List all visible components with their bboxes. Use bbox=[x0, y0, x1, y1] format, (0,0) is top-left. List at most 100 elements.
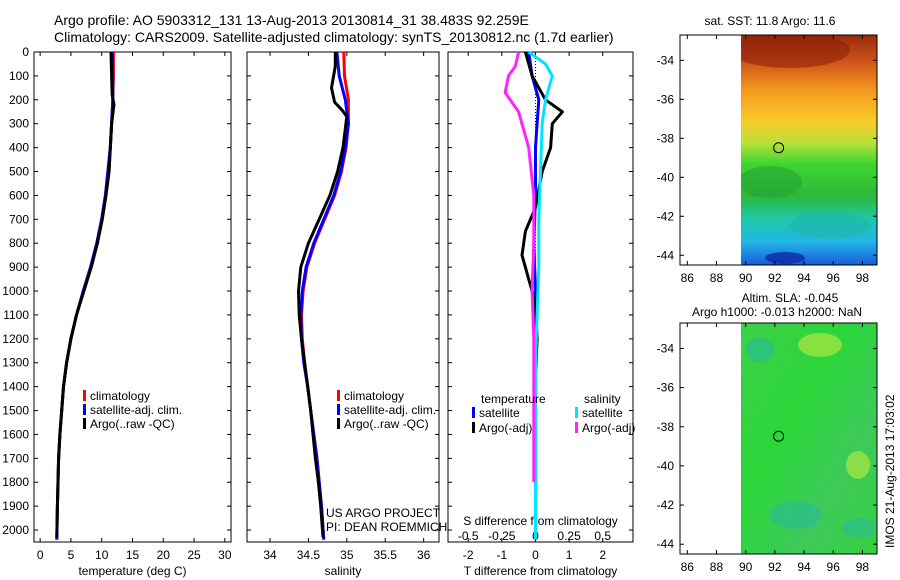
legend-swatch bbox=[337, 404, 340, 415]
panel-frame bbox=[33, 51, 232, 543]
map-y-tick-label: -36 bbox=[657, 92, 675, 106]
series-line-1 bbox=[55, 51, 115, 540]
x-tick-label: 1 bbox=[566, 548, 573, 562]
profile-panels: 0100200300400500600700800900100011001200… bbox=[2, 45, 635, 578]
x-tick-label: 30 bbox=[218, 548, 232, 562]
x-tick-label: 20 bbox=[157, 548, 171, 562]
legend-label: Argo(-adj) bbox=[479, 421, 532, 435]
sst-map-axes: 86 88 90 92 94 96 98 -34 -36 -38 -40 -42 -44 bbox=[657, 34, 878, 285]
top-tick-label: 0.25 bbox=[557, 529, 581, 543]
x-axis-label: salinity bbox=[325, 564, 362, 578]
x-axis-label: temperature (deg C) bbox=[78, 564, 186, 578]
legend-swatch bbox=[337, 418, 340, 429]
x-tick-label: 10 bbox=[95, 548, 109, 562]
sla-teal-patch bbox=[746, 338, 774, 362]
map-y-tick-label: -44 bbox=[657, 248, 675, 262]
profile-panel-2: -2 -1 0 1 2 T difference from climatology S di… bbox=[447, 50, 635, 578]
y-tick-label: 800 bbox=[9, 236, 29, 250]
y-tick-label: 700 bbox=[9, 212, 29, 226]
map-y-tick-label: -40 bbox=[657, 459, 675, 473]
x-tick-label: 0 bbox=[37, 548, 44, 562]
y-tick-label: 1400 bbox=[2, 380, 29, 394]
sst-map-title: sat. SST: 11.8 Argo: 11.6 bbox=[705, 14, 836, 28]
sla-teal-patch-3 bbox=[842, 518, 877, 538]
sla-teal-patch-2 bbox=[769, 501, 821, 529]
map-x-tick-label: 92 bbox=[768, 560, 782, 574]
x-tick-label: 15 bbox=[126, 548, 140, 562]
sst-cool-patch bbox=[741, 166, 802, 198]
y-tick-label: 1100 bbox=[3, 308, 29, 322]
map-x-tick-label: 96 bbox=[827, 271, 841, 285]
x-tick-label: 25 bbox=[187, 548, 201, 562]
map-x-tick-label: 96 bbox=[827, 560, 841, 574]
map-y-tick-label: -36 bbox=[657, 381, 675, 395]
header-title: Argo profile: AO 5903312_131 13-Aug-2013… bbox=[54, 12, 529, 28]
map-y-tick-label: -42 bbox=[657, 209, 675, 223]
top-tick-label: -0.25 bbox=[488, 529, 516, 543]
legend-swatch bbox=[575, 422, 578, 433]
top-axis-label: S difference from climatology bbox=[463, 514, 618, 528]
legend-label: Argo(-adj) bbox=[582, 421, 635, 435]
sla-map-title: Altim. SLA: -0.045 bbox=[742, 291, 839, 305]
series-line-3 bbox=[503, 51, 536, 483]
series-line-0 bbox=[300, 51, 350, 540]
y-tick-label: 1700 bbox=[2, 451, 29, 465]
legend-swatch bbox=[83, 404, 86, 415]
x-tick-label: 2 bbox=[599, 548, 606, 562]
top-tick-label: 0.5 bbox=[594, 529, 611, 543]
map-y-tick-label: -40 bbox=[657, 170, 675, 184]
panel-frame bbox=[246, 51, 440, 543]
x-tick-label: 0 bbox=[532, 548, 539, 562]
legend-label: satellite-adj. clim. bbox=[90, 403, 182, 417]
y-tick-label: 600 bbox=[9, 188, 29, 202]
sla-map: Altim. SLA: -0.045 Argo h1000: -0.013 h2… bbox=[657, 291, 878, 574]
y-tick-label: 900 bbox=[9, 260, 29, 274]
series-line-1 bbox=[299, 51, 350, 540]
map-y-tick-label: -38 bbox=[657, 420, 675, 434]
x-tick-label: 35.5 bbox=[374, 548, 398, 562]
legend-swatch bbox=[83, 418, 86, 429]
y-tick-label: 300 bbox=[9, 117, 29, 131]
panel-frame bbox=[447, 51, 634, 543]
y-tick-label: 1200 bbox=[2, 332, 29, 346]
map-x-tick-label: 94 bbox=[797, 271, 811, 285]
series-line-1 bbox=[520, 51, 564, 375]
legend-label: climatology bbox=[90, 389, 150, 403]
sst-blue-patch bbox=[765, 252, 805, 264]
sst-map: sat. SST: 11.8 Argo: 11.6 86 88 90 92 94 96 98… bbox=[657, 14, 878, 285]
map-x-tick-label: 86 bbox=[681, 271, 695, 285]
map-y-tick-label: -38 bbox=[657, 131, 675, 145]
legend-label: satellite bbox=[479, 406, 520, 420]
sst-warm-patch bbox=[741, 35, 850, 68]
y-tick-label: 200 bbox=[9, 93, 29, 107]
legend-swatch bbox=[472, 422, 475, 433]
legend-label: Argo(..raw -QC) bbox=[90, 417, 175, 431]
legend-swatch bbox=[472, 407, 475, 418]
legend-header: temperature bbox=[481, 392, 546, 406]
x-tick-label: 36 bbox=[417, 548, 431, 562]
map-x-tick-label: 86 bbox=[681, 560, 695, 574]
imos-stamp: IMOS 21-Aug-2013 17:03:02 bbox=[883, 394, 897, 548]
series-line-2 bbox=[297, 52, 349, 538]
y-tick-label: 100 bbox=[9, 69, 29, 83]
map-y-tick-label: -34 bbox=[657, 341, 675, 355]
series-line-2 bbox=[527, 50, 554, 540]
profile-panel-0: 0100200300400500600700800900100011001200… bbox=[2, 45, 232, 578]
map-y-tick-label: -44 bbox=[657, 537, 675, 551]
series-line-0 bbox=[55, 52, 115, 540]
map-frame bbox=[679, 322, 878, 555]
legend-header: salinity bbox=[584, 392, 621, 406]
project-annotation: US ARGO PROJECT bbox=[326, 506, 441, 520]
map-x-tick-label: 90 bbox=[739, 560, 753, 574]
legend-label: Argo(..raw -QC) bbox=[344, 417, 429, 431]
y-tick-label: 1800 bbox=[2, 475, 29, 489]
legend-label: climatology bbox=[344, 389, 404, 403]
x-tick-label: 5 bbox=[68, 548, 75, 562]
series-line-2 bbox=[55, 51, 116, 538]
map-y-tick-label: -34 bbox=[657, 53, 675, 67]
sst-teal-patch bbox=[790, 211, 870, 239]
x-tick-label: -2 bbox=[463, 548, 474, 562]
y-tick-label: 1900 bbox=[2, 499, 29, 513]
x-axis-label: T difference from climatology bbox=[464, 564, 618, 578]
